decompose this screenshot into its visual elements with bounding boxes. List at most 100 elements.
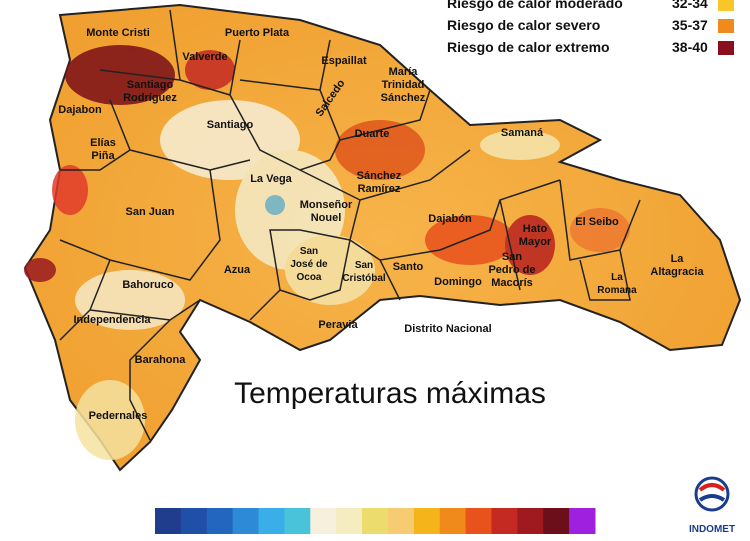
colorbar-swatch (543, 508, 570, 534)
label-line: Dajabón (428, 213, 472, 225)
colorbar-swatch (284, 508, 311, 534)
label-line: Domingo (434, 276, 482, 288)
province-label: Domingo (434, 276, 482, 288)
label-line: Dajabon (58, 104, 102, 116)
label-line: Puerto Plata (225, 27, 290, 39)
label-line: Sánchez (381, 92, 426, 104)
colorbar-swatch (362, 508, 389, 534)
label-line: Altagracia (650, 266, 704, 278)
logo-text: INDOMET (689, 524, 735, 535)
legend-label: Riesgo de calor moderado (447, 0, 623, 11)
province-label: La Vega (250, 173, 292, 185)
colorbar-swatch (413, 508, 441, 534)
province-label: San Pedro de Macorís (488, 251, 535, 289)
legend-label: Riesgo de calor extremo (447, 39, 610, 55)
province-label: Samaná (501, 127, 544, 139)
colorbar-swatch (517, 508, 544, 534)
label-line: San Juan (126, 206, 175, 218)
province-label: Dajabón (428, 213, 472, 225)
label-line: San (300, 246, 318, 257)
label-line: Monseñor (300, 199, 353, 211)
label-line: Peravia (318, 319, 358, 331)
label-line: Macorís (491, 277, 533, 289)
label-line: Piña (91, 150, 115, 162)
legend-range: 32-34 (672, 0, 708, 11)
colorbar-swatch (258, 508, 285, 534)
label-line: Monte Cristi (86, 27, 150, 39)
label-line: La (611, 272, 623, 283)
province-label: San Juan (126, 206, 175, 218)
label-line: Pedro de (488, 264, 535, 276)
colorbar-swatch (387, 508, 415, 534)
province-label: La Altagracia (650, 253, 704, 278)
province-label: Distrito Nacional (404, 323, 491, 335)
legend-swatch (718, 41, 734, 55)
colorbar-swatch (491, 508, 518, 534)
province-label: Peravia (318, 319, 358, 331)
label-line: Ramírez (358, 183, 401, 195)
label-line: Espaillat (321, 55, 367, 67)
province-borders (59, 9, 641, 441)
label-line: Mayor (519, 236, 552, 248)
colorbar-swatch (465, 508, 492, 534)
label-line: Distrito Nacional (404, 323, 491, 335)
province-label: La Romana (597, 272, 637, 296)
label-line: Nouel (311, 212, 342, 224)
label-line: El Seibo (575, 216, 619, 228)
label-line: San (355, 260, 373, 271)
province-label: Valverde (182, 51, 227, 63)
legend-swatch (718, 0, 734, 11)
label-line: Elías (90, 137, 116, 149)
label-line: Samaná (501, 127, 544, 139)
province-label: Monseñor Nouel (300, 199, 353, 224)
label-line: Bahoruco (122, 279, 174, 291)
label-line: Ocoa (296, 272, 321, 283)
legend-label: Riesgo de calor severo (447, 17, 600, 33)
label-line: Cristóbal (342, 273, 386, 284)
province-label: Santo (393, 261, 424, 273)
label-line: María (389, 66, 419, 78)
colorbar-swatch (310, 508, 337, 534)
province-label: Santiago Rodríguez (123, 79, 177, 104)
label-line: José de (290, 259, 328, 270)
province-label: El Seibo (575, 216, 619, 228)
heat-areas (24, 45, 630, 460)
legend-range: 35-37 (672, 17, 708, 33)
province-label: San Cristóbal (342, 260, 386, 284)
label-line: Hato (523, 223, 548, 235)
legend-swatch (718, 19, 734, 33)
label-line: La Vega (250, 173, 292, 185)
legend: Riesgo de calor moderado 32-34 Riesgo de c… (447, 0, 734, 55)
colorbar (155, 508, 596, 534)
colorbar-swatch (569, 508, 596, 534)
colorbar-swatch (232, 508, 260, 534)
colorbar-swatch (206, 508, 234, 534)
label-line: San (502, 251, 522, 263)
label-line: Barahona (135, 354, 187, 366)
province-label: San José de Ocoa (290, 246, 328, 283)
label-line: Santo (393, 261, 424, 273)
province-label: Santiago (207, 119, 254, 131)
label-line: Rodríguez (123, 92, 177, 104)
province-label: Independencia (73, 314, 151, 326)
label-line: Independencia (73, 314, 151, 326)
colorbar-swatch (336, 508, 363, 534)
map-title: Temperaturas máximas (234, 377, 546, 410)
province-label: Azua (224, 264, 251, 276)
province-label: Dajabon (58, 104, 102, 116)
label-line: Trinidad (382, 79, 425, 91)
legend-range: 38-40 (672, 39, 708, 55)
province-label: Elías Piña (90, 137, 116, 162)
colorbar-swatch (439, 508, 467, 534)
province-label: Monte Cristi (86, 27, 150, 39)
province-label: Pedernales (89, 410, 148, 422)
province-label: Espaillat (321, 55, 367, 67)
province-label: Sánchez Ramírez (357, 170, 402, 195)
label-line: La (671, 253, 685, 265)
logo: INDOMET (689, 476, 735, 535)
province-label: Bahoruco (122, 279, 174, 291)
label-line: Azua (224, 264, 251, 276)
province-label: Duarte (355, 128, 390, 140)
colorbar-swatch (155, 508, 182, 534)
